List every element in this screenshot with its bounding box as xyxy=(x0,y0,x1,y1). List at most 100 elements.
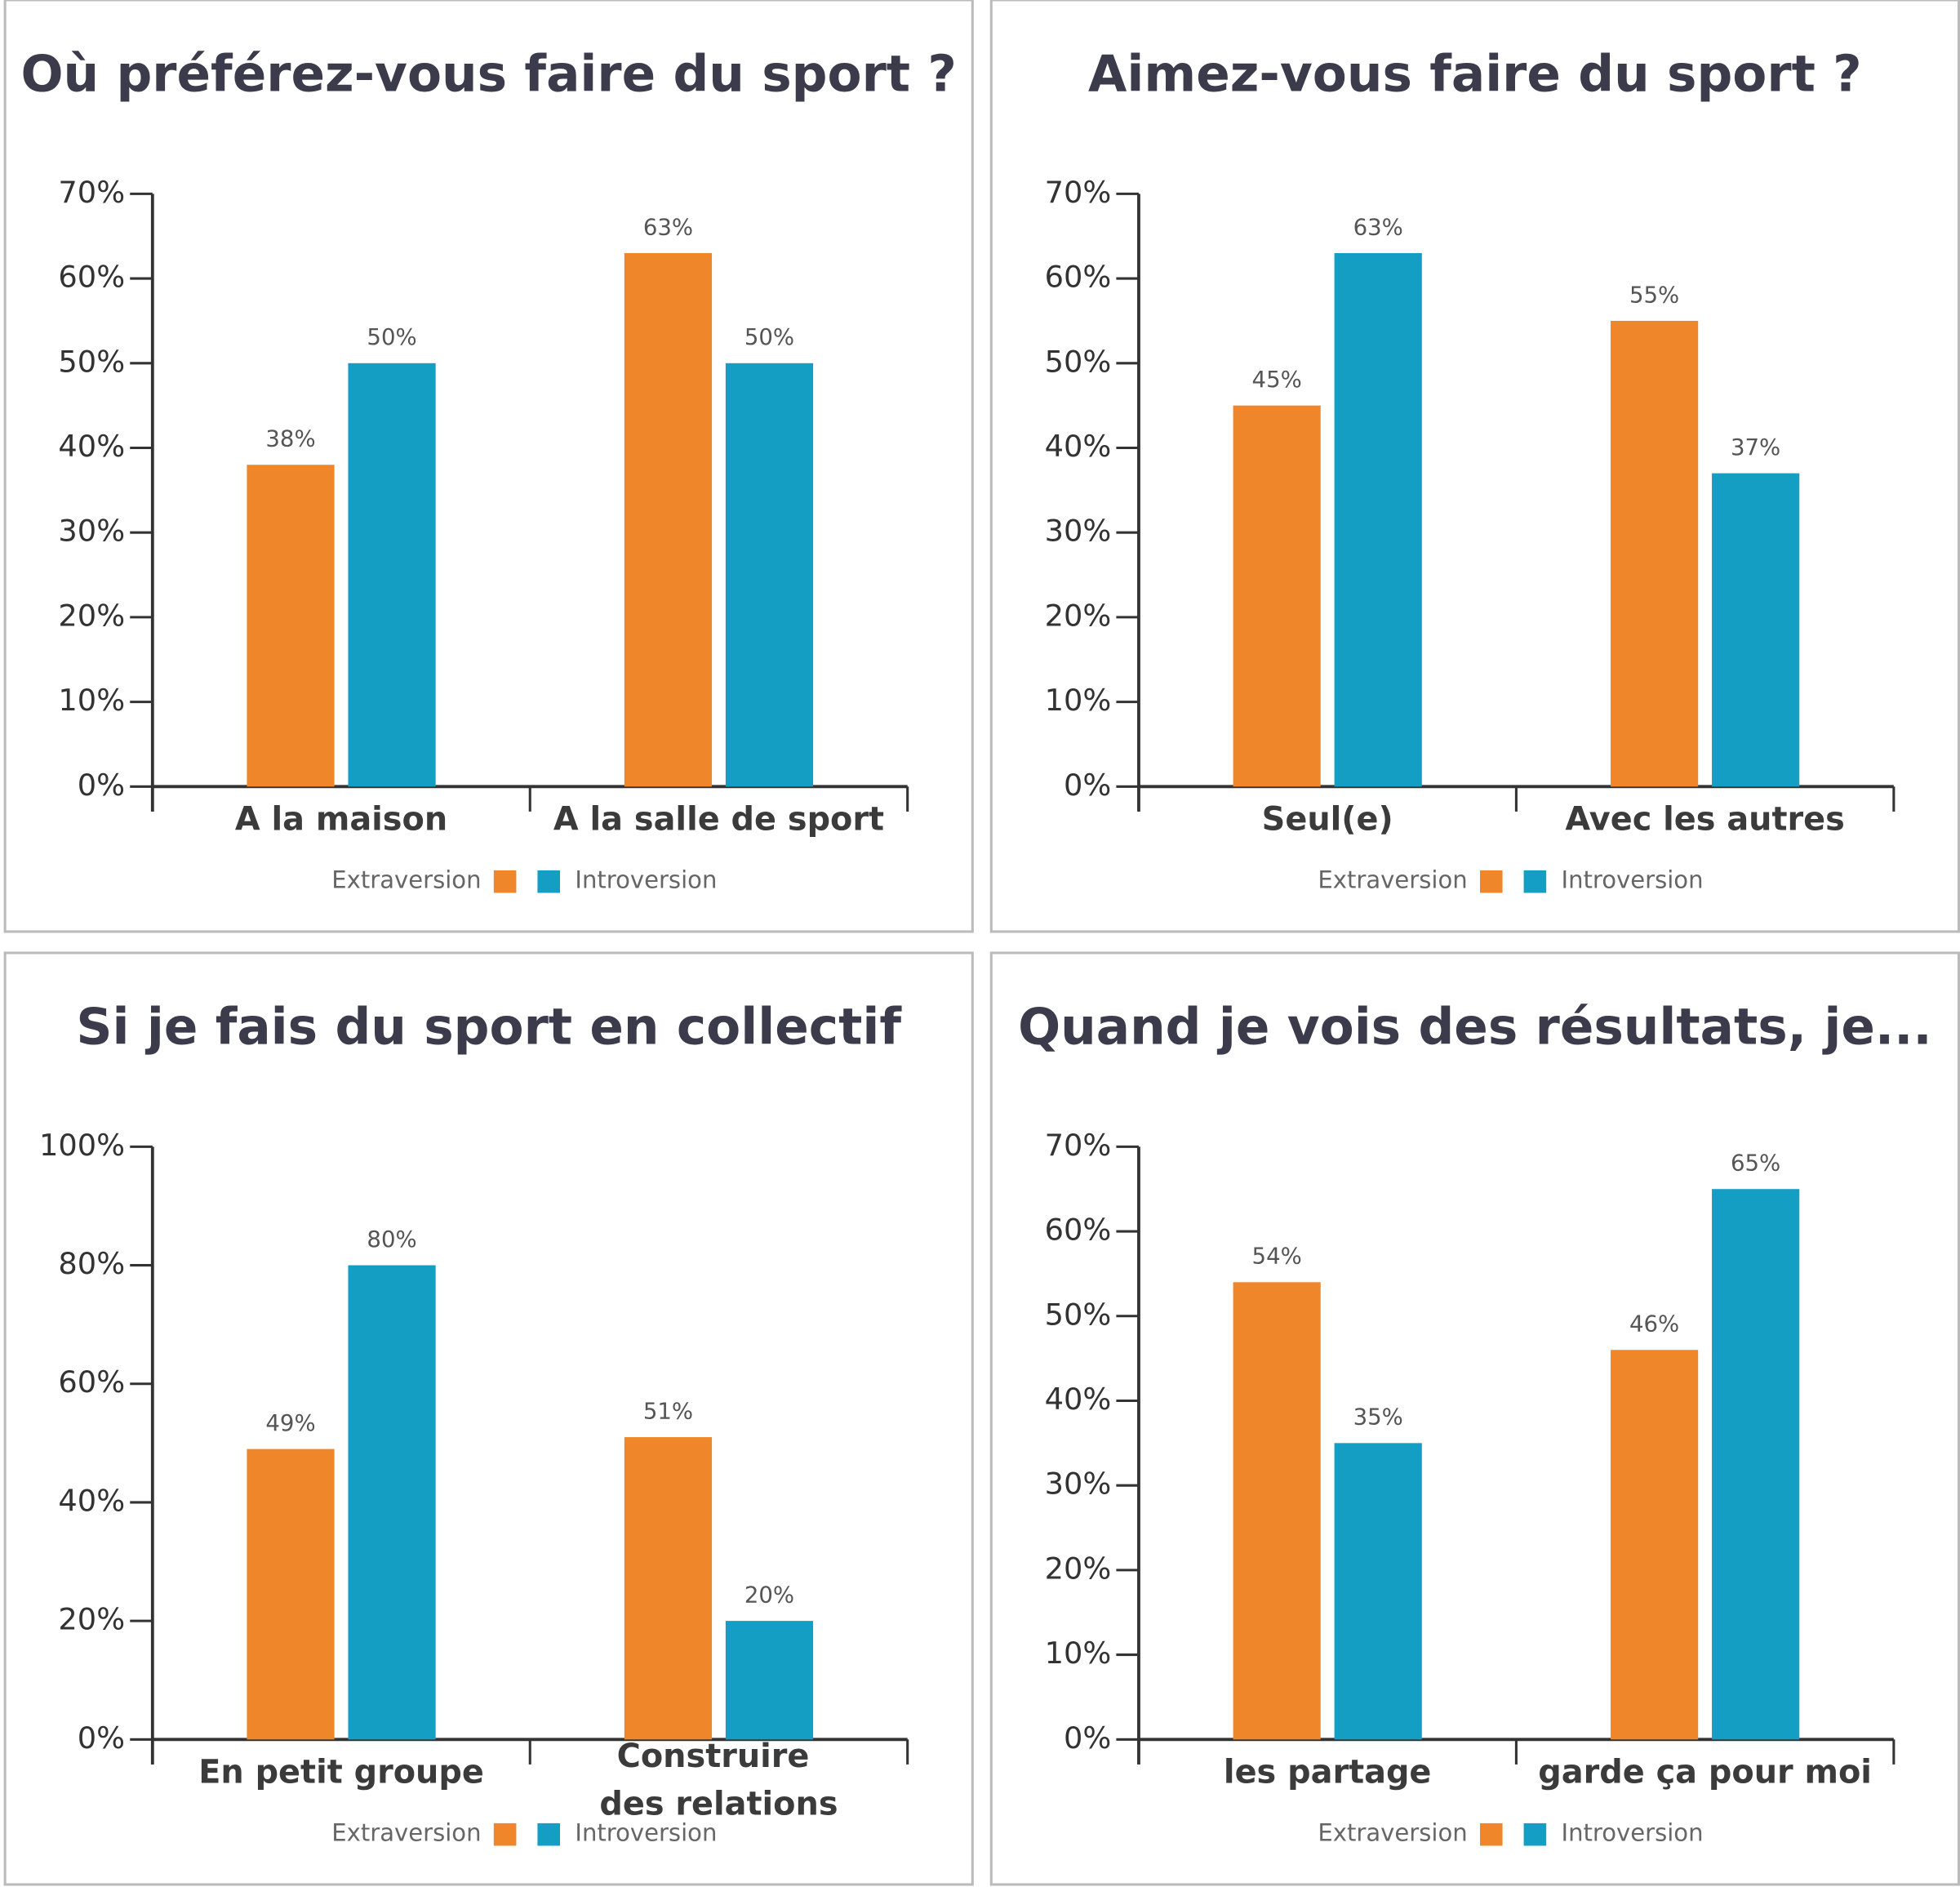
chart-title: Quand je vois des résultats, je... xyxy=(1018,999,1932,1057)
y-tick-label: 40% xyxy=(1045,429,1112,464)
panel-border xyxy=(989,0,1960,933)
bar xyxy=(1611,1350,1699,1740)
legend-label: Introversion xyxy=(575,866,717,894)
y-tick-label: 60% xyxy=(58,260,125,295)
value-label: 46% xyxy=(1629,1311,1679,1337)
y-tick-label: 20% xyxy=(1045,1551,1112,1586)
y-tick-label: 40% xyxy=(1045,1382,1112,1417)
y-tick-label: 80% xyxy=(58,1246,125,1281)
chart-panel: Aimez-vous faire du sport ? 0% 10% 20% 30% 40… xyxy=(989,0,1960,933)
chart-title: Aimez-vous faire du sport ? xyxy=(1088,46,1862,104)
x-tick-label: A la maison xyxy=(235,801,447,839)
bar xyxy=(624,1437,713,1740)
legend-swatch xyxy=(1523,870,1547,893)
value-label: 49% xyxy=(265,1410,315,1436)
y-tick-label: 30% xyxy=(1045,1466,1112,1502)
bar xyxy=(348,363,436,787)
y-tick-label: 10% xyxy=(1045,683,1112,718)
value-label: 50% xyxy=(367,324,416,350)
value-label: 38% xyxy=(265,426,315,452)
y-tick-label: 50% xyxy=(58,344,125,379)
y-tick-label: 60% xyxy=(1045,260,1112,295)
legend-swatch xyxy=(1523,1822,1547,1846)
y-tick-label: 20% xyxy=(58,1602,125,1637)
y-tick-label: 0% xyxy=(1064,768,1111,803)
legend-swatch xyxy=(537,1822,560,1846)
y-tick-label: 50% xyxy=(1045,1297,1112,1332)
bar xyxy=(624,252,713,787)
bar xyxy=(1712,1189,1800,1740)
y-tick-label: 70% xyxy=(1045,1128,1112,1163)
x-tick-label: Construire des relations xyxy=(599,1738,838,1822)
y-tick-label: 70% xyxy=(58,175,125,210)
y-tick-label: 50% xyxy=(1045,344,1112,379)
y-tick-label: 70% xyxy=(1045,175,1112,210)
bar xyxy=(1233,1282,1321,1740)
legend-label: Extraversion xyxy=(1318,1819,1467,1847)
bar xyxy=(1334,1443,1422,1740)
y-tick-label: 30% xyxy=(58,514,125,549)
value-label: 51% xyxy=(643,1398,693,1424)
value-label: 35% xyxy=(1353,1404,1403,1431)
x-tick-label: les partage xyxy=(1224,1754,1431,1791)
x-tick-label: En petit groupe xyxy=(198,1754,484,1791)
panel-border xyxy=(989,951,1960,1886)
chart-title: Où préférez-vous faire du sport ? xyxy=(20,46,956,104)
panel-border xyxy=(3,0,974,933)
chart-title: Si je fais du sport en collectif xyxy=(76,999,902,1057)
legend-swatch xyxy=(493,1822,517,1846)
bar xyxy=(247,465,335,787)
y-tick-label: 0% xyxy=(78,768,125,803)
y-tick-label: 10% xyxy=(58,683,125,718)
value-label: 55% xyxy=(1629,282,1679,308)
y-tick-label: 20% xyxy=(1045,598,1112,633)
value-label: 80% xyxy=(367,1226,416,1253)
value-label: 63% xyxy=(1353,214,1403,240)
bar xyxy=(1334,252,1422,787)
legend-swatch xyxy=(1480,1822,1503,1846)
chart-panel: Quand je vois des résultats, je... 0% 10% 2… xyxy=(989,951,1960,1886)
value-label: 50% xyxy=(744,324,794,350)
x-tick-label: Avec les autres xyxy=(1565,801,1844,839)
y-tick-label: 0% xyxy=(1064,1720,1111,1756)
y-tick-label: 60% xyxy=(58,1364,125,1400)
bar xyxy=(1611,320,1699,787)
bar xyxy=(1233,405,1321,787)
y-tick-label: 60% xyxy=(1045,1213,1112,1248)
legend-label: Introversion xyxy=(575,1819,717,1847)
chart-panel: Si je fais du sport en collectif 0% 20% 40%… xyxy=(3,951,974,1886)
x-tick-label: A la salle de sport xyxy=(553,801,884,839)
bar xyxy=(1712,473,1800,787)
y-tick-label: 30% xyxy=(1045,514,1112,549)
value-label: 20% xyxy=(744,1582,794,1608)
y-tick-label: 40% xyxy=(58,1483,125,1518)
y-tick-label: 10% xyxy=(1045,1636,1112,1671)
y-tick-label: 0% xyxy=(78,1720,125,1756)
bar xyxy=(348,1265,436,1740)
bar xyxy=(725,1621,814,1740)
legend-label: Extraversion xyxy=(331,1819,481,1847)
y-tick-label: 100% xyxy=(39,1128,125,1163)
legend-swatch xyxy=(1480,870,1503,893)
legend-label: Introversion xyxy=(1562,1819,1704,1847)
value-label: 65% xyxy=(1731,1150,1780,1177)
y-tick-label: 40% xyxy=(58,429,125,464)
chart-panel: Où préférez-vous faire du sport ? 0% 10% 20… xyxy=(3,0,974,933)
value-label: 37% xyxy=(1731,434,1780,461)
legend-swatch xyxy=(493,870,517,893)
y-tick-label: 20% xyxy=(58,598,125,633)
panel-border xyxy=(3,951,974,1886)
x-tick-label: garde ça pour moi xyxy=(1538,1754,1872,1791)
value-label: 45% xyxy=(1252,367,1302,393)
legend-label: Extraversion xyxy=(331,866,481,894)
value-label: 63% xyxy=(643,214,693,240)
bar xyxy=(247,1449,335,1740)
legend-label: Extraversion xyxy=(1318,866,1467,894)
bar xyxy=(725,363,814,787)
value-label: 54% xyxy=(1252,1244,1302,1270)
legend-swatch xyxy=(537,870,560,893)
legend-label: Introversion xyxy=(1562,866,1704,894)
x-tick-label: Seul(e) xyxy=(1262,801,1393,839)
